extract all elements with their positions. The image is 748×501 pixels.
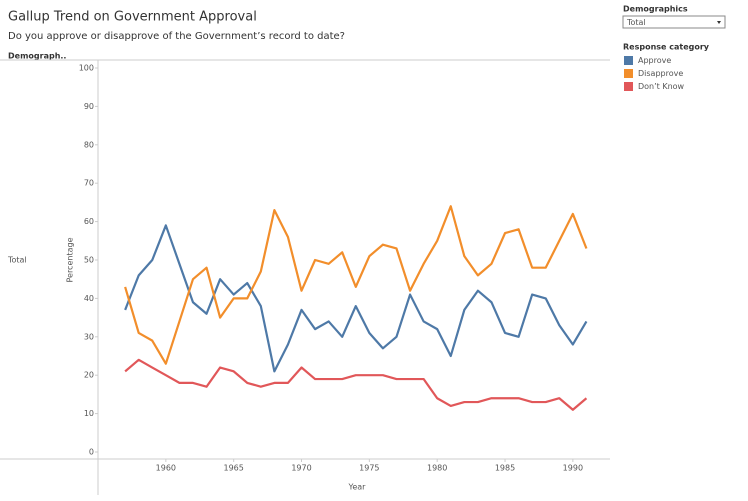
legend-label[interactable]: Don’t Know [638, 82, 685, 91]
y-tick-label: 60 [84, 217, 94, 226]
legend-swatch[interactable] [624, 82, 633, 91]
x-axis-title: Year [348, 483, 367, 492]
y-tick-label: 90 [84, 102, 94, 111]
y-tick-label: 0 [89, 448, 94, 457]
chart-title: Gallup Trend on Government Approval [8, 10, 257, 25]
legend-label[interactable]: Approve [638, 56, 671, 65]
x-tick-label: 1990 [563, 464, 583, 473]
y-tick-label: 80 [84, 140, 94, 149]
filter-dropdown[interactable] [622, 15, 726, 29]
x-tick-label: 1960 [156, 464, 176, 473]
legend-swatch[interactable] [624, 56, 633, 65]
x-tick-label: 1970 [291, 464, 311, 473]
y-tick-label: 100 [79, 64, 94, 73]
x-tick-label: 1975 [359, 464, 379, 473]
legend-title: Response category [623, 43, 710, 52]
y-axis-title: Percentage [66, 237, 75, 282]
y-tick-label: 20 [84, 371, 94, 380]
y-tick-label: 30 [84, 332, 94, 341]
y-tick-label: 50 [84, 256, 94, 265]
row-header: Demograph.. [8, 52, 66, 61]
chart-subtitle: Do you approve or disapprove of the Gove… [8, 31, 345, 42]
x-tick-label: 1985 [495, 464, 515, 473]
legend-swatch[interactable] [624, 69, 633, 78]
y-tick-label: 70 [84, 179, 94, 188]
legend-label[interactable]: Disapprove [638, 69, 683, 78]
series-line [124, 224, 588, 373]
dropdown-arrow [717, 21, 721, 24]
row-label: Total [7, 256, 27, 265]
series-line [124, 358, 588, 411]
filter-value: Total [626, 18, 646, 27]
y-tick-label: 10 [84, 409, 94, 418]
x-tick-label: 1965 [223, 464, 243, 473]
series-line [124, 205, 588, 365]
y-tick-label: 40 [84, 294, 94, 303]
x-tick-label: 1980 [427, 464, 447, 473]
filter-title: Demographics [623, 5, 688, 14]
